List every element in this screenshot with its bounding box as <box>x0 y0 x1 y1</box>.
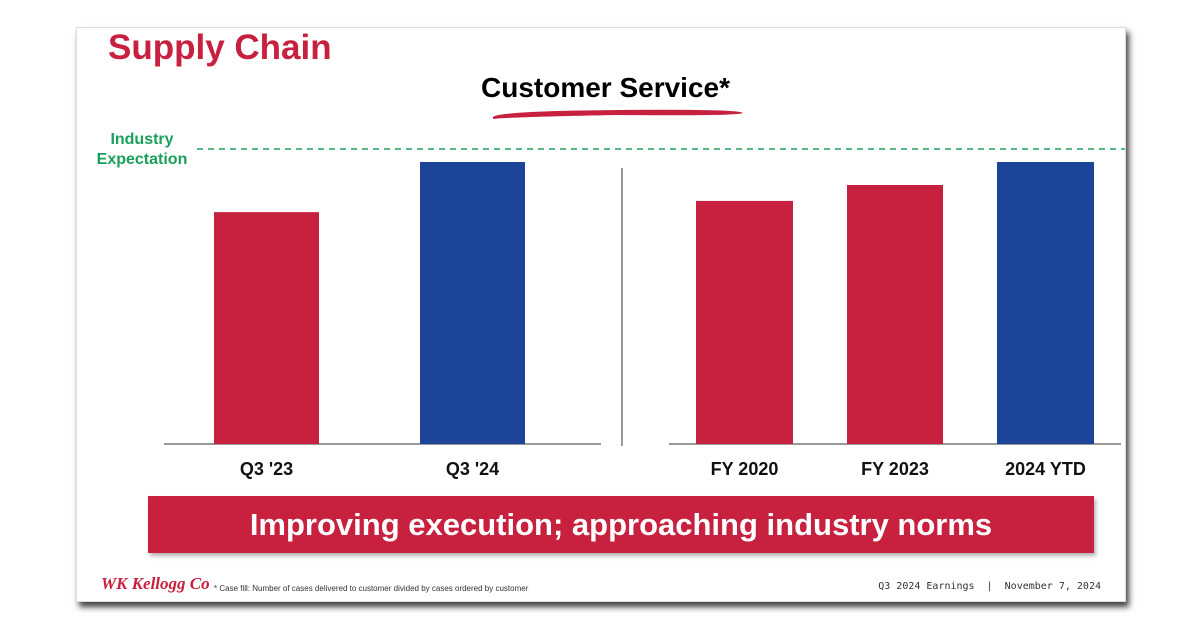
x-tick-label: FY 2020 <box>711 459 779 479</box>
bar-2 <box>696 200 793 444</box>
slide-title: Supply Chain <box>108 28 332 67</box>
chart-title: Customer Service* <box>481 72 731 103</box>
footer-date: Q3 2024 Earnings | November 7, 2024 <box>878 581 1101 592</box>
x-tick-label: Q3 '23 <box>240 459 293 479</box>
bar-0 <box>214 212 319 444</box>
logo: WK Kellogg Co <box>101 574 210 593</box>
x-tick-label: FY 2023 <box>861 459 929 479</box>
footnote: * Case fill: Number of cases delivered t… <box>214 584 529 593</box>
chart: Q3 '23 Q3 '24 FY 2020 FY 2023 2024 YTD <box>164 148 1125 479</box>
slide: Supply Chain Customer Service* Industry … <box>76 27 1126 602</box>
bar-1 <box>420 161 525 445</box>
bar-3 <box>847 184 943 445</box>
bar-4 <box>997 161 1094 445</box>
banner: Improving execution; approaching industr… <box>148 496 1094 553</box>
title-underline <box>493 109 743 119</box>
x-tick-label: 2024 YTD <box>1005 459 1086 479</box>
x-tick-label: Q3 '24 <box>446 459 499 479</box>
reference-line-label: Industry Expectation <box>96 131 188 168</box>
